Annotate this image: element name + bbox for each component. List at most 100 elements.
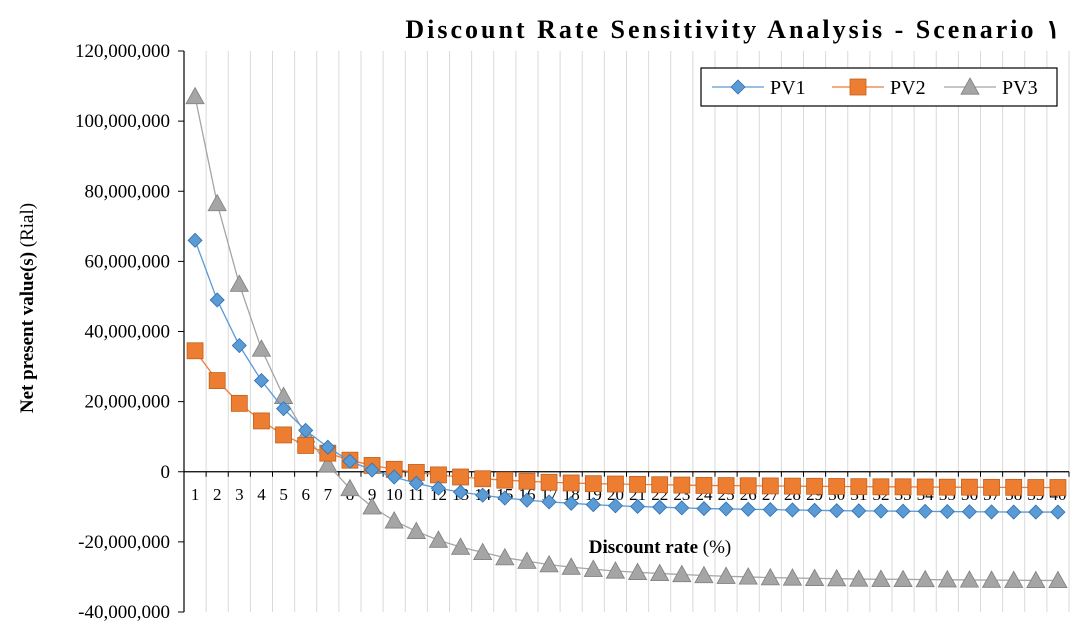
data-point-pv3 <box>406 521 426 539</box>
data-point-pv1 <box>740 501 756 517</box>
data-point-pv2 <box>496 471 514 489</box>
data-point-pv1 <box>895 503 911 519</box>
data-point-pv2 <box>208 372 226 389</box>
data-point-pv1 <box>829 503 845 519</box>
data-point-pv3 <box>782 568 803 586</box>
data-point-pv1 <box>364 462 380 478</box>
legend-marker <box>730 79 746 95</box>
data-point-pv1 <box>430 480 447 496</box>
data-point-pv3 <box>207 193 227 212</box>
data-point-pv1 <box>674 500 690 516</box>
data-point-pv3 <box>1048 570 1068 589</box>
data-point-pv2 <box>1027 479 1045 496</box>
x-tick-label: 4 <box>257 485 266 504</box>
data-point-pv1 <box>784 502 801 518</box>
x-tick-label: 6 <box>301 485 310 504</box>
data-point-pv2 <box>961 478 978 496</box>
data-point-pv3 <box>893 569 913 587</box>
data-point-pv2 <box>275 426 292 444</box>
data-point-pv2 <box>607 475 624 493</box>
data-point-pv1 <box>762 502 778 518</box>
data-point-pv3 <box>738 567 758 585</box>
data-point-pv3 <box>495 547 515 566</box>
data-point-pv1 <box>1028 504 1044 520</box>
data-point-pv2 <box>474 470 492 488</box>
series-pv1 <box>187 232 1066 520</box>
data-point-pv1 <box>873 503 889 519</box>
data-point-pv1 <box>696 500 712 517</box>
data-point-pv3 <box>760 567 780 586</box>
x-tick-label: 1 <box>191 485 200 504</box>
data-point-pv1 <box>497 490 513 506</box>
legend-label: PV3 <box>1002 77 1038 99</box>
y-tick-label: 40,000,000 <box>85 322 171 343</box>
data-point-pv3 <box>627 562 648 580</box>
data-point-pv2 <box>1005 478 1023 496</box>
data-point-pv1 <box>209 292 225 308</box>
data-point-pv3 <box>849 569 869 587</box>
data-point-pv1 <box>519 492 535 508</box>
data-point-pv3 <box>561 557 581 575</box>
data-point-pv3 <box>583 559 603 577</box>
data-point-pv1 <box>607 498 624 514</box>
data-point-pv3 <box>827 568 847 587</box>
legend-item-pv3: PV3 <box>944 77 1038 99</box>
data-point-pv1 <box>917 503 933 519</box>
data-point-pv2 <box>562 474 580 492</box>
data-point-pv3 <box>340 478 360 497</box>
series-line-pv3 <box>194 96 1058 582</box>
data-point-pv3 <box>450 537 471 555</box>
data-point-pv3 <box>517 551 537 569</box>
data-point-pv1 <box>1050 504 1066 520</box>
data-point-pv2 <box>938 478 956 496</box>
data-point-pv2 <box>850 478 868 496</box>
data-point-pv1 <box>253 373 270 389</box>
data-point-pv1 <box>939 503 955 520</box>
x-tick-label: 2 <box>213 485 222 504</box>
data-point-pv3 <box>650 563 670 582</box>
x-tick-label: 11 <box>408 485 424 504</box>
data-point-pv2 <box>828 478 846 495</box>
data-point-pv3 <box>694 565 714 584</box>
legend: PV1 PV2 PV3 <box>700 67 1058 107</box>
legend-marker <box>849 78 867 96</box>
legend-marker <box>960 77 980 95</box>
series-layer <box>185 86 1068 589</box>
x-axis-title: Discount rate (%) <box>589 537 731 558</box>
data-point-pv3 <box>605 561 626 579</box>
data-point-pv2 <box>452 468 469 486</box>
data-point-pv2 <box>629 475 646 493</box>
data-point-pv3 <box>539 554 559 573</box>
data-point-pv2 <box>430 466 447 484</box>
y-tick-label: -20,000,000 <box>78 532 170 553</box>
data-point-pv1 <box>275 401 292 417</box>
data-point-pv2 <box>806 477 823 495</box>
x-axis-title-unit: (%) <box>698 537 731 558</box>
y-tick-label: 80,000,000 <box>85 181 171 202</box>
series-pv3 <box>185 86 1068 589</box>
data-point-pv1 <box>320 439 336 455</box>
data-point-pv3 <box>804 568 825 586</box>
data-point-pv1 <box>718 501 734 517</box>
y-tick-label: -40,000,000 <box>78 602 170 623</box>
data-point-pv2 <box>717 477 735 494</box>
x-axis-title-main: Discount rate <box>589 537 698 558</box>
legend-item-pv1: PV1 <box>712 77 806 99</box>
chart-title: Discount Rate Sensitivity Analysis - Sce… <box>405 15 1060 44</box>
data-point-pv2 <box>983 478 1000 496</box>
data-point-pv3 <box>229 274 249 292</box>
x-tick-label: 5 <box>279 485 288 504</box>
data-point-pv2 <box>230 394 248 412</box>
data-point-pv2 <box>518 472 536 490</box>
data-point-pv1 <box>652 499 668 515</box>
data-point-pv2 <box>540 473 558 491</box>
data-point-pv1 <box>187 232 203 248</box>
data-point-pv2 <box>695 477 713 494</box>
data-point-pv3 <box>716 566 736 584</box>
data-point-pv3 <box>185 86 205 105</box>
data-point-pv1 <box>851 503 867 519</box>
y-axis-title-main: Net present value(s) <box>17 252 38 413</box>
legend-label: PV2 <box>890 77 926 99</box>
